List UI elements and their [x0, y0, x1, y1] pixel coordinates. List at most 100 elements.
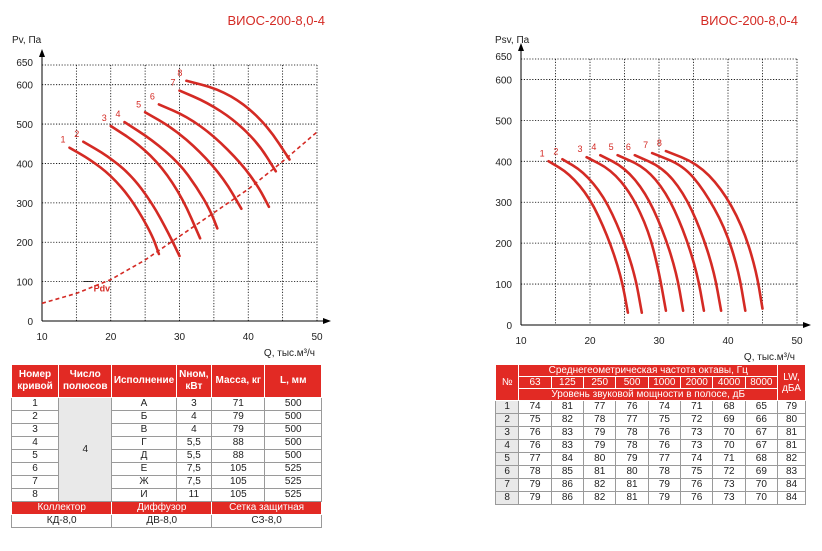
curve-number-cell: 1	[10, 397, 60, 411]
curve-7	[650, 151, 747, 312]
curve-label-8: 8	[657, 138, 662, 148]
sound-header-row-1: № Среднегеометрическая частота октавы, Гц…	[494, 364, 806, 401]
table-cell: 7	[494, 478, 520, 492]
table-cell: 73	[712, 491, 746, 505]
table-cell: 70	[744, 478, 779, 492]
table-cell: 71	[211, 397, 266, 411]
table-cell: 81	[615, 491, 649, 505]
y-tick-label: 200	[16, 238, 33, 249]
frequency-cell: 250	[583, 376, 617, 389]
curve-8	[185, 79, 291, 161]
table-row: 1 4 А 3 71 500	[10, 397, 322, 502]
table-cell: 84	[550, 452, 585, 466]
table-row: 6 78 85 81 80 78 75 72 69 83	[494, 465, 806, 479]
x-tick-label: 10	[36, 332, 48, 343]
frequency-cell: 1000	[647, 376, 682, 389]
table-cell: В	[111, 423, 177, 437]
curve-7	[178, 89, 278, 173]
table-cell: 76	[518, 426, 552, 440]
table-cell: 78	[583, 413, 617, 427]
table-cell: 86	[550, 491, 585, 505]
y-tick-label: 200	[495, 239, 512, 250]
table-cell: 105	[211, 475, 266, 489]
table-cell: И	[111, 488, 177, 502]
curve-number-cell: 2	[10, 410, 60, 424]
frequency-cell: 4000	[712, 376, 746, 389]
table-row: 8 79 86 82 81 79 76 73 70 84	[494, 491, 806, 505]
pressure-chart-pv: ВИОС-200-8,0-4 Pv, Па Q, тыс.м³/ч 0 100 200 30…	[12, 13, 331, 359]
table-cell: 71	[712, 452, 746, 466]
table-row: 4 76 83 79 78 76 73 70 67 81	[494, 439, 806, 453]
perf-header-cell: L, мм	[264, 364, 322, 398]
table-cell: 65	[744, 400, 779, 414]
curve-label-3: 3	[102, 113, 107, 123]
x-tick-label: 30	[653, 336, 665, 347]
curve-number-cell: 3	[10, 423, 60, 437]
x-tick-label: 40	[722, 336, 734, 347]
lw-header: LW, дБА	[777, 364, 806, 401]
table-cell: 81	[615, 478, 649, 492]
table-cell: Е	[111, 462, 177, 476]
accessory-label-row: Коллектор Диффузор Сетка защитная	[10, 501, 322, 515]
table-cell: 68	[744, 452, 779, 466]
table-cell: 8	[494, 491, 520, 505]
table-cell: 78	[615, 426, 649, 440]
table-cell: 79	[777, 400, 806, 414]
table-cell: 83	[550, 426, 585, 440]
pdv-label: Pdv	[94, 284, 111, 294]
curve-2	[561, 158, 644, 314]
pressure-chart-psv: ВИОС-200-8,0-4 Psv, Па Q, тыс.м³/ч 0 100 200 3…	[495, 13, 811, 362]
perf-header-cell: Номер кривой	[10, 364, 60, 398]
table-cell: 7,5	[175, 475, 213, 489]
table-cell: 5	[494, 452, 520, 466]
x-tick-label: 30	[174, 332, 186, 343]
table-cell: 79	[615, 452, 649, 466]
sound-header-row-3: Уровень звуковой мощности в полосе, дБ	[496, 388, 806, 401]
x-tick-label: 40	[243, 332, 255, 343]
curve-6	[633, 153, 723, 312]
chart-title: ВИОС-200-8,0-4	[701, 13, 799, 28]
grid	[520, 58, 798, 326]
curve-label-7: 7	[170, 78, 175, 88]
table-cell: 500	[264, 410, 322, 424]
table-cell: 79	[647, 491, 682, 505]
curve-number-cell: 7	[10, 475, 60, 489]
table-cell: 81	[583, 465, 617, 479]
table-row: 8 И 11 105 525	[10, 488, 322, 502]
x-axis-label: Q, тыс.м³/ч	[744, 352, 795, 362]
table-cell: 81	[777, 439, 806, 453]
table-cell: 76	[680, 478, 714, 492]
table-cell: Г	[111, 436, 177, 450]
table-cell: 105	[211, 488, 266, 502]
table-row: 1 74 81 77 76 74 71 68 65 79	[494, 400, 806, 414]
y-axis-arrow	[518, 43, 524, 51]
sound-header-row-2: 63 125 250 500 1000 2000 4000 8000	[496, 376, 806, 389]
curve-2	[82, 140, 181, 258]
table-cell: 78	[615, 439, 649, 453]
y-tick-label: 500	[16, 120, 33, 131]
table-cell: 88	[211, 436, 266, 450]
curve-label-2: 2	[74, 129, 79, 139]
table-cell: 1	[494, 400, 520, 414]
table-cell: 79	[211, 423, 266, 437]
y-tick-label: 100	[16, 278, 33, 289]
y-tick-label: 0	[506, 321, 512, 332]
table-cell: 69	[744, 465, 779, 479]
table-cell: 6	[494, 465, 520, 479]
y-tick-label: 100	[495, 280, 512, 291]
table-cell: 4	[494, 439, 520, 453]
table-row: 7 79 86 82 81 79 76 73 70 84	[494, 478, 806, 492]
perf-header-cell: Nном, кВт	[175, 364, 213, 398]
y-tick-label: 0	[27, 317, 33, 328]
table-cell: 82	[583, 491, 617, 505]
curve-label-5: 5	[136, 99, 141, 109]
table-row: 7 Ж 7,5 105 525	[10, 475, 322, 489]
table-cell: 85	[550, 465, 585, 479]
table-cell: 88	[211, 449, 266, 463]
frequency-cell: 2000	[680, 376, 714, 389]
table-row: 3 76 83 79 78 76 73 70 67 81	[494, 426, 806, 440]
curve-label-4: 4	[591, 142, 596, 152]
table-cell: 105	[211, 462, 266, 476]
curve-8	[664, 149, 764, 310]
table-row: 5 77 84 80 79 77 74 71 68 82	[494, 452, 806, 466]
